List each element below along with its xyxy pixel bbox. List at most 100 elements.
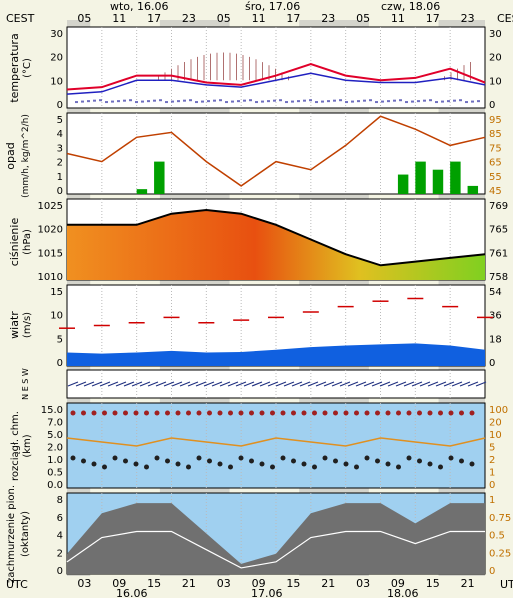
cloud-top-dot-30: [385, 410, 391, 416]
wind-arrow-27: [283, 381, 295, 387]
ytick-right-cloud_base-6: 100: [489, 405, 508, 416]
wind-arrow-16: [195, 381, 207, 387]
ytick-right-cloud_cover-3: 0.75: [489, 513, 511, 524]
cloud-top-dot-31: [396, 410, 401, 416]
ytick-right-pressure-1: 761: [489, 248, 508, 259]
ytick-left-precipitation-2: 2: [57, 158, 63, 169]
sea-temp-dot-24: [219, 99, 222, 102]
cloud-top-dot-9: [165, 410, 170, 416]
ytick-right-wind-3: 54: [489, 287, 502, 298]
wind-arrow-48: [451, 381, 463, 387]
hour-bottom-5: 09: [252, 577, 266, 590]
wind-arrow-44: [419, 381, 431, 387]
sea-temp-dot-4: [99, 99, 102, 102]
wind-arrow-15: [187, 381, 199, 387]
sea-temp-dot-41: [321, 100, 324, 103]
ytick-right-pressure-2: 765: [489, 225, 508, 236]
ytick-right-cloud_cover-1: 0.25: [489, 548, 511, 559]
ytick-right-wind-1: 18: [489, 334, 502, 345]
wind-arrow-46: [435, 381, 447, 387]
wind-arrow-0: [67, 381, 79, 387]
sea-temp-dot-22: [207, 100, 210, 103]
sea-temp-dot-54: [399, 99, 402, 102]
ytick-right-temperature-0: 0: [489, 100, 495, 111]
wind-arrow-51: [475, 381, 487, 387]
sea-temp-dot-45: [345, 101, 348, 104]
series-dewpoint: [66, 72, 486, 95]
cloud-base-dot-17: [249, 458, 254, 464]
day-header-3: czw, 18.06: [381, 0, 440, 13]
cloud-base-dot-18: [259, 461, 265, 467]
rain-bar-5: [154, 161, 165, 194]
sea-temp-dot-18: [183, 99, 186, 102]
wind-arrow-5: [107, 381, 119, 387]
sea-temp-dot-20: [195, 101, 198, 104]
sea-temp-dot-7: [117, 100, 120, 103]
ytick-left-pressure-0: 1010: [38, 272, 63, 283]
ytick-left-wind-2: 10: [50, 311, 63, 322]
ytick-right-cloud_cover-0: 0: [489, 566, 495, 577]
ytick-left-temperature-3: 30: [50, 29, 63, 40]
sea-temp-dot-26: [231, 100, 234, 103]
wind-arrow-31: [315, 381, 327, 387]
hour-top-4: 05: [217, 12, 231, 25]
ytick-left-cloud_base-2: 1.0: [47, 455, 63, 466]
sea-temp-dot-42: [327, 100, 330, 103]
hour-bottom-7: 21: [321, 577, 335, 590]
ytick-right-cloud_base-1: 1: [489, 468, 495, 479]
sea-temp-dot-32: [267, 100, 270, 103]
sea-temp-dot-53: [393, 99, 396, 102]
cloud-base-dot-30: [385, 461, 391, 467]
hour-bottom-1: 09: [112, 577, 126, 590]
ytick-left-pressure-3: 1025: [38, 201, 63, 212]
rain-bar-22: [450, 161, 461, 194]
cloud-base-dot-26: [343, 461, 349, 467]
wind-arrow-49: [459, 381, 471, 387]
marks: 0503110917152321050311091715232105031109…: [38, 12, 512, 590]
wind-arrow-18: [211, 381, 223, 387]
sea-temp-dot-3: [93, 99, 96, 102]
wind-arrow-35: [347, 381, 359, 387]
ytick-left-temperature-0: 0: [57, 100, 63, 111]
cloud-top-dot-18: [259, 410, 265, 416]
ytick-left-cloud_cover-3: 6: [57, 513, 63, 524]
cloud-base-dot-23: [312, 464, 317, 470]
hour-top-1: 11: [112, 12, 126, 25]
wind-arrow-10: [147, 381, 159, 387]
cloud-base-dot-15: [228, 464, 233, 470]
cloud-top-dot-5: [123, 410, 128, 416]
wind-arrow-19: [219, 381, 231, 387]
cloud-base-dot-0: [70, 455, 76, 461]
cloud-base-dot-10: [175, 461, 181, 467]
ytick-right-wind-2: 36: [489, 311, 502, 322]
tz-bottom-right: UTC: [500, 578, 513, 591]
sea-temp-dot-49: [369, 99, 372, 102]
sea-temp-dot-44: [339, 99, 342, 102]
tz-top-left: CEST: [6, 12, 35, 25]
cloud-top-dot-0: [70, 410, 76, 416]
ytick-right-wind-0: 0: [489, 358, 495, 369]
ytick-left-precipitation-0: 0: [57, 186, 63, 197]
cloud-base-dot-19: [270, 464, 275, 470]
sea-temp-dot-65: [465, 101, 468, 104]
ytick-right-pressure-3: 769: [489, 201, 508, 212]
cloud-top-dot-17: [249, 410, 254, 416]
sea-temp-dot-47: [357, 100, 360, 103]
ytick-left-cloud_base-6: 15.0: [41, 405, 63, 416]
pressure-label-1: ciśnienie: [8, 218, 21, 267]
cloud-top-dot-1: [81, 410, 86, 416]
sea-temp-dot-31: [261, 100, 264, 103]
cloud-base-dot-35: [438, 464, 443, 470]
wind-arrow-30: [307, 381, 319, 387]
wind-arrow-17: [203, 381, 215, 387]
hour-bottom-6: 15: [286, 577, 300, 590]
cloud-top-dot-13: [207, 410, 212, 416]
cloud-top-dot-37: [459, 410, 464, 416]
sea-temp-dot-50: [375, 101, 378, 104]
sea-temp-dot-62: [447, 100, 450, 103]
wind-arrow-37: [363, 381, 375, 387]
date-bottom-2: 17.06: [251, 587, 283, 598]
sea-temp-dot-28: [243, 99, 246, 102]
cloud-top-dot-21: [291, 410, 296, 416]
wind-arrow-4: [99, 381, 111, 387]
